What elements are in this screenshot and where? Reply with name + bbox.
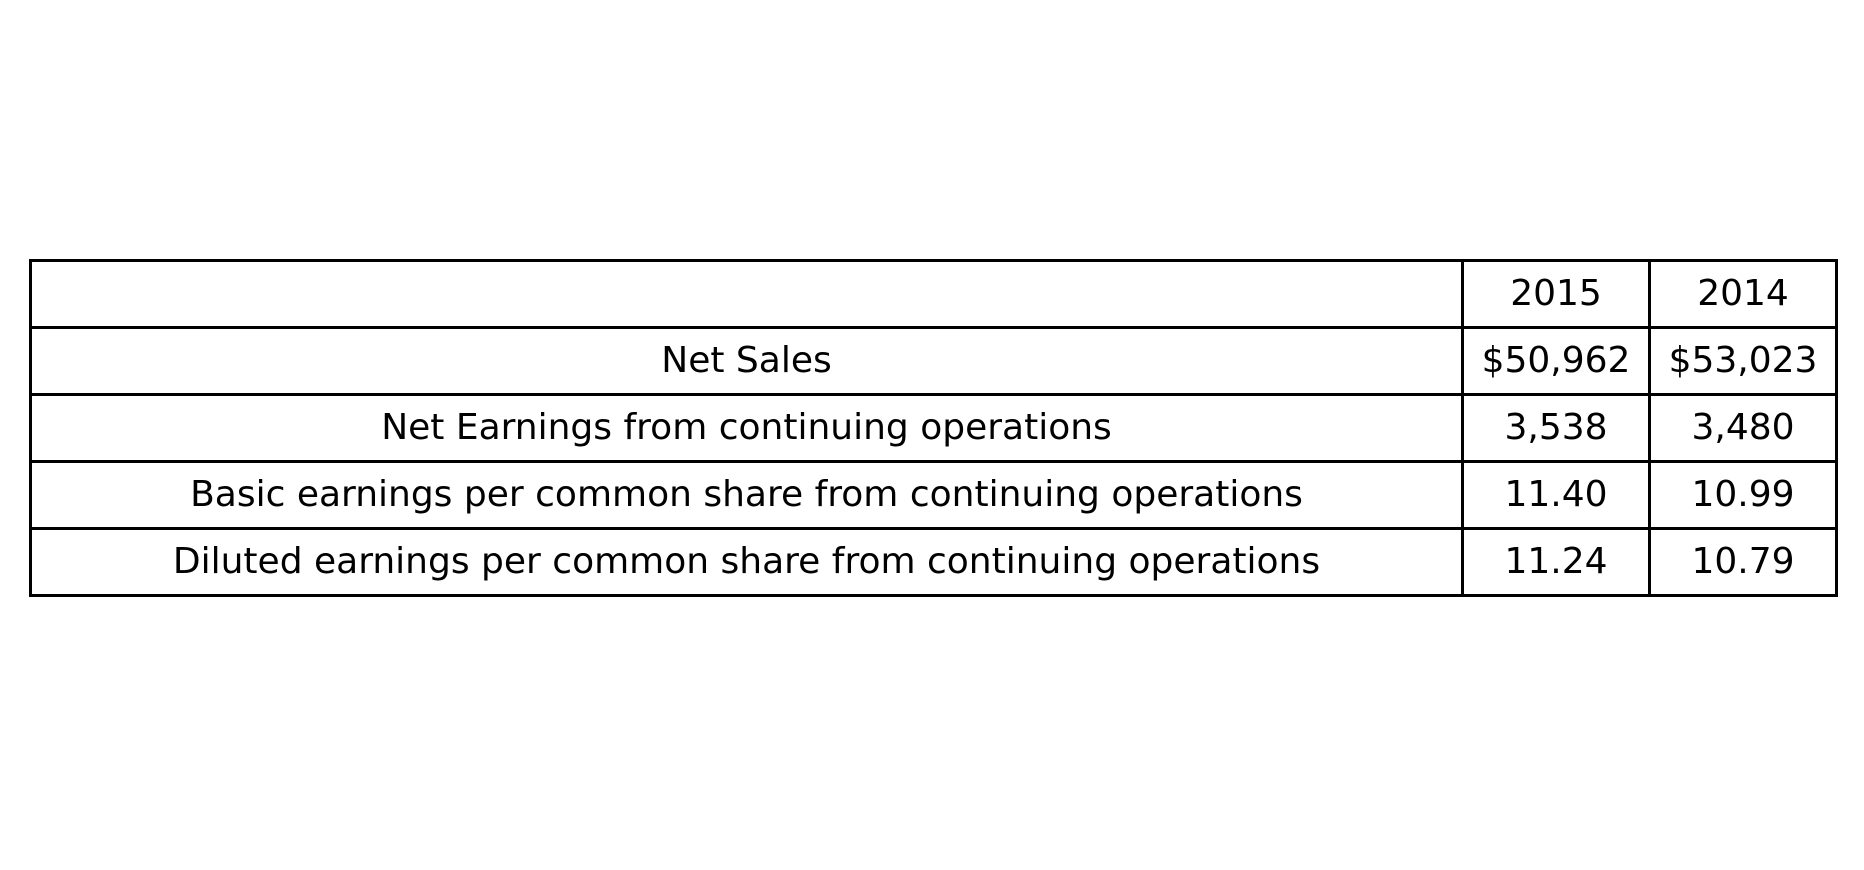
- row-value-2015: 3,538: [1461, 393, 1651, 463]
- row-value-2015: $50,962: [1461, 326, 1651, 396]
- table-row: Diluted earnings per common share from c…: [29, 527, 1838, 597]
- table-header-row: 2015 2014: [29, 259, 1838, 329]
- row-value-2014: 3,480: [1648, 393, 1838, 463]
- header-label-cell: [29, 259, 1464, 329]
- row-value-2015: 11.40: [1461, 460, 1651, 530]
- row-value-2014: 10.79: [1648, 527, 1838, 597]
- table-row: Net Earnings from continuing operations …: [29, 393, 1838, 463]
- header-year-2015: 2015: [1461, 259, 1651, 329]
- table-row: Basic earnings per common share from con…: [29, 460, 1838, 530]
- row-label: Basic earnings per common share from con…: [29, 460, 1464, 530]
- row-label: Net Earnings from continuing operations: [29, 393, 1464, 463]
- header-year-2014: 2014: [1648, 259, 1838, 329]
- row-value-2014: $53,023: [1648, 326, 1838, 396]
- row-value-2015: 11.24: [1461, 527, 1651, 597]
- financial-summary-table: 2015 2014 Net Sales $50,962 $53,023 Net …: [29, 259, 1838, 597]
- row-label: Net Sales: [29, 326, 1464, 396]
- row-value-2014: 10.99: [1648, 460, 1838, 530]
- row-label: Diluted earnings per common share from c…: [29, 527, 1464, 597]
- table-row: Net Sales $50,962 $53,023: [29, 326, 1838, 396]
